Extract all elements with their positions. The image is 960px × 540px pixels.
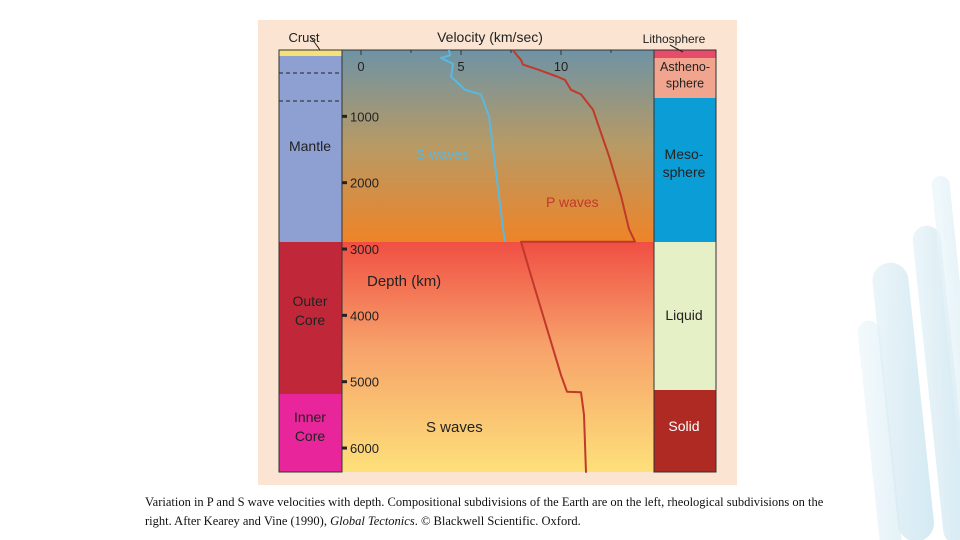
y-tick-label: 4000: [350, 308, 379, 323]
left-label-inner-core: Inner Core: [294, 409, 326, 444]
right-label-meso-sphere: Meso-sphere: [663, 146, 706, 180]
left-label-line: Mantle: [289, 138, 331, 154]
left-layer-mantle: [279, 56, 342, 242]
left-layer-outer-core: [279, 242, 342, 394]
crust-strip: [279, 50, 342, 56]
crust-pointer: [309, 35, 321, 51]
y-tick-mark: [342, 114, 347, 118]
y-tick-mark: [342, 181, 347, 185]
s-waves-core-label: S waves: [426, 419, 483, 436]
right-column-outline: [653, 49, 717, 473]
right-label-line: Astheno-: [660, 60, 710, 74]
p-waves-curve: [512, 49, 636, 473]
right-label-line: sphere: [666, 77, 704, 91]
figure-caption: Variation in P and S wave velocities wit…: [145, 493, 825, 531]
depth-axis-label: Depth (km): [367, 273, 441, 290]
right-layer-asthenosphere: [654, 58, 716, 98]
seismic-velocity-figure: Crust Velocity (km/sec) Lithosphere 0 5 10…: [258, 20, 737, 485]
x-tick-label: 0: [357, 59, 364, 74]
right-label-line: sphere: [663, 164, 706, 180]
left-layer-inner-core: [279, 394, 342, 472]
right-label-liquid: Liquid: [665, 307, 702, 323]
left-label-outer-core: Outer Core: [292, 293, 327, 328]
y-tick-label: 6000: [350, 441, 379, 456]
velocity-depth-chart: Crust Velocity (km/sec) Lithosphere 0 5 10…: [278, 29, 717, 473]
left-label-mantle: Mantle: [289, 138, 331, 154]
caption-book-title: Global Tectonics: [330, 514, 415, 528]
left-label-line: Inner: [294, 409, 326, 425]
lithosphere-pointer: [669, 44, 684, 53]
y-tick-mark: [342, 313, 347, 317]
s-waves-mantle-label: S waves: [416, 146, 469, 162]
left-label-line: Core: [295, 428, 326, 444]
p-waves-label: P waves: [546, 194, 599, 210]
right-layer-liquid: [654, 242, 716, 390]
x-tick-label: 10: [554, 59, 568, 74]
core-velocity-region: [342, 242, 654, 472]
lithosphere-header: Lithosphere: [643, 32, 706, 46]
y-tick-mark: [342, 380, 347, 384]
right-label-line: Solid: [668, 418, 699, 434]
s-waves-curve: [440, 49, 506, 242]
caption-text: Variation in P and S wave velocities wit…: [145, 495, 824, 528]
right-label-line: Liquid: [665, 307, 702, 323]
y-tick-mark: [342, 247, 347, 251]
chart-title: Velocity (km/sec): [437, 29, 543, 45]
mantle-velocity-region: [342, 50, 654, 242]
x-tick-label: 5: [457, 59, 464, 74]
right-label-solid: Solid: [668, 418, 699, 434]
right-layer-mesosphere: [654, 98, 716, 242]
left-label-line: Core: [295, 312, 326, 328]
caption-credit: . © Blackwell Scientific. Oxford.: [414, 514, 581, 528]
lithosphere-strip: [654, 50, 716, 58]
y-tick-mark: [342, 446, 347, 450]
crust-header: Crust: [288, 30, 319, 45]
right-label-astheno-sphere: Astheno-sphere: [660, 60, 710, 91]
y-tick-label: 2000: [350, 176, 379, 191]
y-tick-label: 5000: [350, 375, 379, 390]
y-tick-label: 1000: [350, 109, 379, 124]
right-layer-solid: [654, 390, 716, 472]
y-tick-label: 3000: [350, 242, 379, 257]
right-label-line: Meso-: [665, 146, 704, 162]
left-column-outline: [278, 49, 343, 473]
left-label-line: Outer: [292, 293, 327, 309]
